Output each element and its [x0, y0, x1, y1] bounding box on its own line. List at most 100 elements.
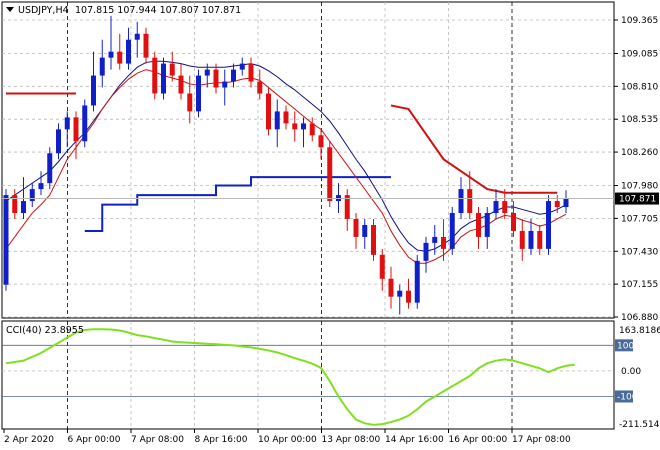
- candle-body: [458, 189, 464, 214]
- candle-body: [318, 135, 324, 148]
- candle-body: [117, 51, 123, 64]
- cci-panel-frame: [1, 320, 615, 430]
- candle-body: [309, 123, 315, 136]
- candle-body: [239, 63, 245, 70]
- candle-body: [56, 129, 61, 154]
- candle-body: [423, 242, 429, 261]
- time-tick-label: 10 Apr 00:00: [258, 435, 317, 445]
- candle-body: [29, 189, 35, 202]
- time-tick-label: 7 Apr 08:00: [131, 435, 184, 445]
- candle-body: [3, 195, 9, 285]
- candle-body: [519, 230, 525, 249]
- ohlc-label: 107.815 107.944 107.807 107.871: [75, 5, 241, 16]
- candle-body: [82, 105, 88, 142]
- candle-body: [406, 290, 411, 303]
- price-tick-label: 107.980: [621, 182, 658, 192]
- candle-body: [546, 201, 551, 249]
- candle-body: [134, 33, 140, 40]
- candle-body: [12, 195, 18, 214]
- candle-body: [432, 236, 438, 243]
- candle-body: [99, 57, 105, 76]
- candle-body: [301, 123, 306, 130]
- candle-body: [414, 260, 420, 303]
- cci-grid: [67, 321, 513, 429]
- candle-body: [169, 63, 175, 76]
- cci-label: CCI(40) 23.8955: [6, 325, 84, 336]
- candle-body: [266, 93, 271, 130]
- candle-body: [441, 236, 446, 249]
- candle-body: [327, 147, 333, 202]
- time-tick-label: 6 Apr 00:00: [68, 435, 121, 445]
- current-price-tag: 107.871: [2, 192, 659, 205]
- candle-body: [292, 123, 298, 130]
- price-axis: 109.365 109.085 108.810 108.535 108.260 107.9…: [614, 16, 658, 323]
- candle-body: [344, 195, 350, 219]
- price-panel-frame: [1, 1, 615, 319]
- candle-body: [484, 213, 490, 237]
- candle-body: [38, 183, 44, 190]
- candles: [3, 15, 569, 315]
- step-line: [84, 176, 391, 232]
- cci-top-label: 163.8186: [619, 326, 660, 336]
- dropdown-triangle-icon[interactable]: [6, 7, 14, 12]
- price-tick-label: 107.705: [621, 214, 658, 224]
- price-panel[interactable]: 109.365 109.085 108.810 108.535 108.260 107.9…: [1, 1, 659, 323]
- candle-body: [64, 117, 70, 130]
- time-tick-label: 17 Apr 08:00: [512, 435, 571, 445]
- candle-body: [21, 201, 26, 214]
- candle-body: [371, 224, 376, 255]
- price-tick-label: 109.085: [621, 49, 658, 59]
- candle-body: [231, 69, 236, 82]
- candle-body: [449, 213, 455, 249]
- candle-body: [152, 57, 158, 94]
- candle-body: [467, 189, 473, 214]
- candle-body: [257, 81, 263, 94]
- price-tick-label: 107.155: [621, 280, 658, 290]
- current-price-box: [615, 192, 659, 205]
- price-tick-label: 108.260: [621, 148, 658, 158]
- candle-body: [108, 51, 114, 58]
- time-tick-label: 2 Apr 2020: [4, 435, 54, 445]
- candle-body: [511, 213, 516, 231]
- candle-body: [528, 230, 534, 249]
- candle-body: [126, 39, 131, 64]
- candle-body: [196, 75, 201, 112]
- time-tick-label: 14 Apr 16:00: [385, 435, 444, 445]
- candle-body: [353, 218, 359, 237]
- candle-body: [222, 81, 228, 88]
- candle-body: [178, 75, 184, 94]
- candle-body: [204, 69, 210, 76]
- candle-body: [47, 153, 53, 184]
- price-tick-label: 109.365: [621, 16, 658, 26]
- candle-body: [73, 117, 79, 142]
- candle-body: [213, 69, 219, 88]
- candle-body: [91, 75, 96, 106]
- candle-body: [187, 93, 193, 112]
- cci-level-box: [615, 390, 633, 403]
- moving-averages: [5, 60, 567, 264]
- cci-levels: 100 0.00 -100: [2, 339, 641, 403]
- cci-panel[interactable]: 100 0.00 -100 CCI(40) 23.8955 163.8186 -21…: [1, 320, 660, 430]
- candle-body: [161, 63, 166, 94]
- candle-body: [563, 198, 569, 208]
- candle-body: [554, 201, 560, 208]
- cci-level-label: 0.00: [621, 367, 641, 377]
- symbol-label: USDJPY,H4: [18, 5, 69, 16]
- price-tick-label: 107.430: [621, 247, 658, 257]
- candle-body: [388, 278, 394, 297]
- price-tick-label: 106.880: [621, 313, 658, 323]
- candle-body: [274, 111, 280, 130]
- cci-level-label: 100: [617, 341, 634, 351]
- time-tick-label: 13 Apr 08:00: [322, 435, 381, 445]
- candle-body: [379, 254, 385, 279]
- candle-body: [248, 63, 254, 82]
- time-tick-label: 8 Apr 16:00: [195, 435, 248, 445]
- current-price-value: 107.871: [619, 195, 656, 205]
- candle-body: [502, 201, 508, 214]
- price-tick-label: 108.810: [621, 82, 658, 92]
- candle-body: [362, 224, 368, 237]
- candle-body: [476, 213, 481, 237]
- candle-body: [537, 230, 543, 249]
- cci-line: [5, 328, 575, 426]
